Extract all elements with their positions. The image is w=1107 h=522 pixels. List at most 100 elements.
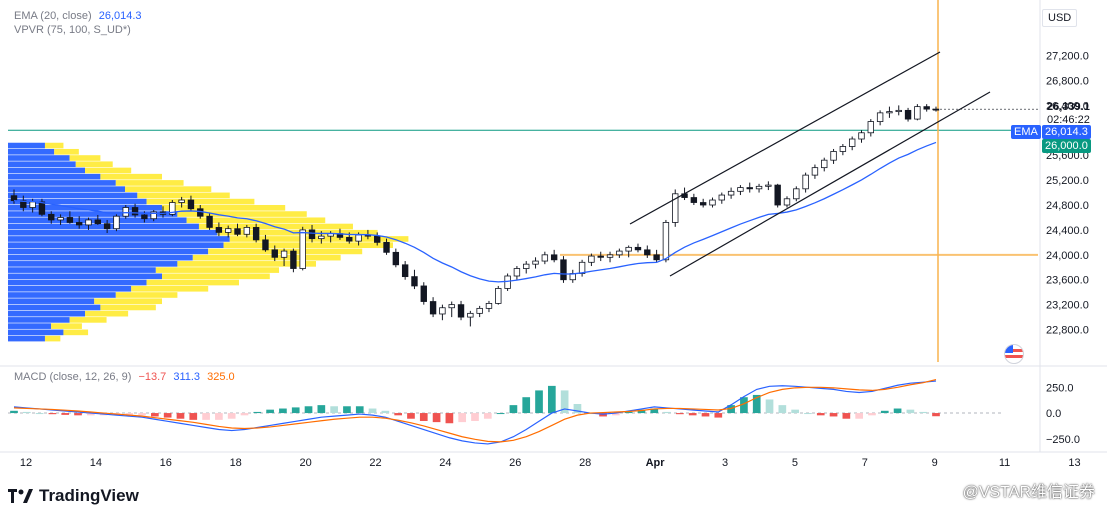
channel-upper-line <box>629 51 941 225</box>
vpvr-indicator-label[interactable]: VPVR (75, 100, S_UD*) <box>14 24 135 36</box>
time-tick-label: Apr <box>646 457 666 469</box>
time-tick-label: 14 <box>90 457 102 469</box>
macd-histogram-bar <box>227 413 236 419</box>
macd-histogram-bar <box>10 410 18 414</box>
candle-body <box>29 201 36 208</box>
vp-bar-down <box>44 142 64 149</box>
candle-body <box>634 246 642 251</box>
vp-bar-down <box>177 211 307 217</box>
ema-axis-tag-label: EMA <box>1011 125 1041 139</box>
time-tick-label: 7 <box>862 457 868 469</box>
macd-histogram-bar <box>151 413 159 417</box>
vp-bar-down <box>146 279 239 286</box>
macd-histogram-bar <box>509 405 518 414</box>
price-tick-label: 24,000.0 <box>1046 250 1089 262</box>
price-tick-label: 26,800.0 <box>1046 75 1089 87</box>
ema-indicator-label[interactable]: EMA (20, close) 26,014.3 <box>14 10 146 22</box>
macd-histogram-bar <box>637 409 646 414</box>
chart-grid <box>0 0 1107 453</box>
vp-bar-up <box>8 198 147 205</box>
macd-histogram-bar <box>458 413 467 423</box>
candle-body <box>103 223 111 230</box>
candle-body <box>811 167 819 176</box>
vp-bar-up <box>8 273 162 280</box>
vp-bar-up <box>8 298 95 305</box>
macd-histogram-bar <box>407 413 415 419</box>
vp-bar-up <box>8 161 76 168</box>
vp-bar-up <box>8 335 45 342</box>
macd-histogram-bar <box>522 397 531 414</box>
vp-bar-up <box>8 267 156 273</box>
macd-histogram-bar <box>330 406 338 414</box>
macd-histogram-bar <box>932 413 940 417</box>
macd-signal-line <box>13 379 937 443</box>
macd-histogram-bar <box>816 413 825 416</box>
ema-axis-tag-value: 26,014.3 <box>1042 125 1091 139</box>
candle-body <box>187 199 195 210</box>
price-tick-label: 24,400.0 <box>1046 225 1089 237</box>
macd-histogram-bar <box>727 405 735 414</box>
vp-bar-up <box>8 186 126 192</box>
vp-bar-up <box>8 223 199 230</box>
ema-line <box>13 141 937 283</box>
vp-bar-up <box>8 205 162 211</box>
macd-histogram-bar <box>22 411 31 414</box>
macd-histogram-bar <box>291 407 300 414</box>
vp-bar-up <box>8 155 70 161</box>
brand-name: TradingView <box>39 486 139 505</box>
candle-body <box>308 229 316 240</box>
macd-histogram-bar <box>138 413 146 416</box>
tradingview-logo[interactable]: TradingView <box>8 486 139 506</box>
vp-bar-down <box>162 205 286 211</box>
macd-histogram-bar <box>304 406 313 414</box>
candle-body <box>644 249 651 256</box>
tradingview-icon <box>8 489 33 503</box>
macd-histogram-bar <box>202 413 210 420</box>
vp-bar-up <box>8 285 132 292</box>
vp-bar-up <box>8 292 116 298</box>
time-tick-label: 18 <box>230 457 242 469</box>
macd-histogram-bar <box>650 408 659 414</box>
macd-histogram-bar <box>125 413 134 416</box>
vp-bar-up <box>8 261 178 267</box>
macd-histogram-bar <box>432 413 441 423</box>
candle-body <box>150 211 157 220</box>
macd-histogram-bar <box>663 411 671 414</box>
candle-body <box>66 217 74 223</box>
price-tick-label: 25,200.0 <box>1046 175 1089 187</box>
vp-bar-up <box>8 142 45 149</box>
vp-bar-down <box>137 192 230 199</box>
currency-button[interactable]: USD <box>1042 9 1078 27</box>
price-tick-label: 23,200.0 <box>1046 300 1089 312</box>
candle-body <box>755 185 763 190</box>
vp-bar-up <box>8 229 218 236</box>
macd-hist-value: −13.7 <box>138 371 167 383</box>
watermark-text: @VSTAR维信证券 <box>962 484 1095 501</box>
candle-body <box>346 236 353 242</box>
macd-histogram-bar <box>842 413 851 419</box>
candle-body <box>476 307 483 314</box>
vp-bar-down <box>100 304 156 311</box>
candle-body <box>374 235 381 243</box>
candle-body <box>411 276 418 287</box>
candle-body <box>560 259 567 281</box>
candle-body <box>215 227 223 233</box>
price-tick-label: 24,800.0 <box>1046 200 1089 212</box>
macd-indicator-label[interactable]: MACD (close, 12, 26, 9) −13.7 311.3 325.… <box>14 371 239 383</box>
time-tick-label: 13 <box>1068 457 1080 469</box>
macd-histogram-bar <box>394 413 403 416</box>
candle-body <box>262 239 269 251</box>
macd-histogram-bar <box>215 413 223 420</box>
ema-value: 26,014.3 <box>98 10 142 22</box>
vp-bar-down <box>51 323 82 329</box>
us-flag-icon[interactable] <box>1004 344 1024 364</box>
macd-histogram-bar <box>74 413 82 416</box>
vp-bar-down <box>146 198 255 205</box>
volume-profile <box>8 142 409 342</box>
candle-body <box>299 229 306 269</box>
time-tick-label: 26 <box>509 457 521 469</box>
macd-histogram-bar <box>624 411 633 414</box>
vp-bar-down <box>69 155 101 161</box>
candle-body <box>727 190 735 196</box>
